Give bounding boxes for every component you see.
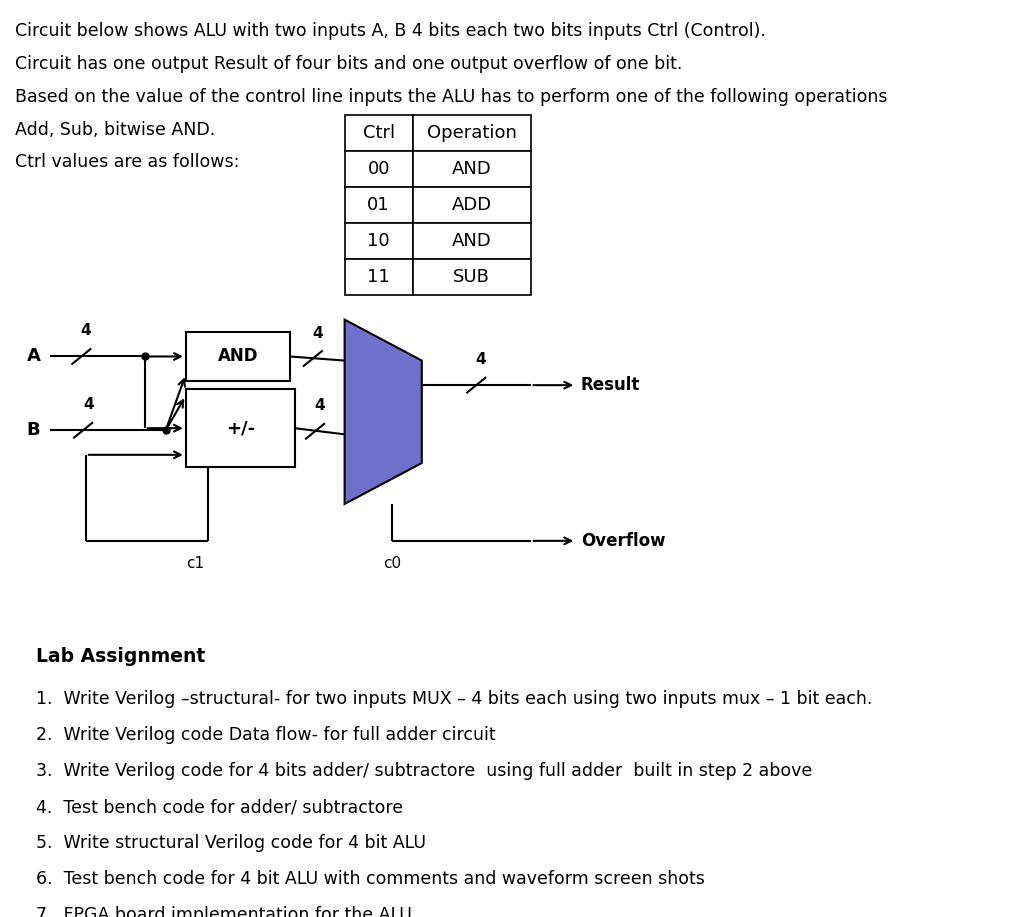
Bar	[344, 259, 412, 295]
Text: c1: c1	[185, 556, 204, 570]
Text: 5.  Write structural Verilog code for 4 bit ALU: 5. Write structural Verilog code for 4 b…	[35, 834, 425, 852]
Text: 1.  Write Verilog –structural- for two inputs MUX – 4 bits each using two inputs: 1. Write Verilog –structural- for two in…	[35, 690, 872, 708]
Text: AND: AND	[218, 348, 258, 366]
Text: B: B	[27, 421, 41, 439]
Text: Lab Assignment: Lab Assignment	[35, 647, 206, 667]
Text: 7.  FPGA board implementation for the ALU: 7. FPGA board implementation for the ALU	[35, 906, 412, 917]
Text: Overflow: Overflow	[580, 532, 666, 550]
Text: 3.  Write Verilog code for 4 bits adder/ subtractore  using full adder  built in: 3. Write Verilog code for 4 bits adder/ …	[35, 762, 812, 780]
Text: Result: Result	[580, 376, 640, 394]
Text: Circuit below shows ALU with two inputs A, B 4 bits each two bits inputs Ctrl (C: Circuit below shows ALU with two inputs …	[15, 22, 766, 40]
Text: 00: 00	[368, 160, 390, 178]
Text: ADD: ADD	[452, 196, 491, 214]
Bar	[344, 150, 412, 187]
Text: Ctrl: Ctrl	[363, 124, 395, 142]
Text: Based on the value of the control line inputs the ALU has to perform one of the : Based on the value of the control line i…	[15, 88, 887, 105]
Bar	[412, 187, 531, 223]
Text: c0: c0	[383, 556, 401, 570]
Bar	[185, 389, 295, 467]
Text: Circuit has one output Result of four bits and one output overflow of one bit.: Circuit has one output Result of four bi…	[15, 55, 683, 73]
Polygon shape	[344, 320, 421, 504]
Text: 11: 11	[368, 268, 390, 286]
Bar	[344, 223, 412, 259]
Text: 4: 4	[83, 397, 94, 413]
Text: 4: 4	[475, 352, 486, 367]
Text: 4: 4	[312, 326, 323, 340]
Bar	[344, 187, 412, 223]
Text: 6.  Test bench code for 4 bit ALU with comments and waveform screen shots: 6. Test bench code for 4 bit ALU with co…	[35, 870, 705, 889]
Bar	[412, 259, 531, 295]
Bar	[412, 115, 531, 150]
Text: 10: 10	[368, 232, 390, 250]
Bar	[185, 332, 290, 381]
Text: 2.  Write Verilog code Data flow- for full adder circuit: 2. Write Verilog code Data flow- for ful…	[35, 726, 495, 744]
Text: +/-: +/-	[226, 419, 254, 437]
Text: SUB: SUB	[453, 268, 490, 286]
Text: 4: 4	[81, 324, 91, 338]
Text: 4: 4	[314, 398, 325, 414]
Text: 01: 01	[368, 196, 390, 214]
Text: Add, Sub, bitwise AND.: Add, Sub, bitwise AND.	[15, 120, 216, 138]
Bar	[412, 223, 531, 259]
Text: 4.  Test bench code for adder/ subtractore: 4. Test bench code for adder/ subtractor…	[35, 798, 403, 816]
Text: Ctrl values are as follows:: Ctrl values are as follows:	[15, 153, 239, 171]
Text: AND: AND	[452, 232, 491, 250]
Text: AND: AND	[452, 160, 491, 178]
Bar	[344, 115, 412, 150]
Text: A: A	[27, 348, 41, 366]
Text: Operation: Operation	[426, 124, 517, 142]
Bar	[412, 150, 531, 187]
